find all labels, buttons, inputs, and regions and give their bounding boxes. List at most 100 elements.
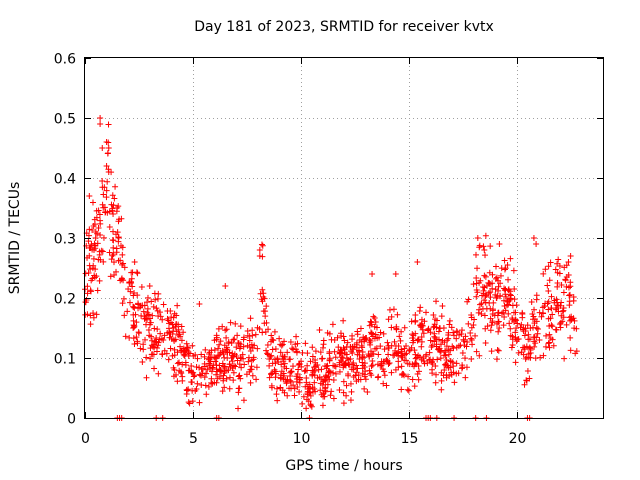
- data-point: [140, 341, 147, 348]
- data-point: [549, 311, 556, 318]
- data-point: [487, 289, 494, 296]
- data-point: [319, 402, 326, 409]
- data-point: [113, 231, 120, 238]
- data-point: [287, 338, 294, 345]
- data-point: [394, 311, 401, 318]
- data-point: [457, 342, 464, 349]
- data-point: [502, 265, 509, 272]
- data-point: [341, 346, 348, 353]
- data-point: [84, 311, 91, 318]
- data-point: [292, 341, 299, 348]
- data-point: [368, 363, 375, 370]
- data-point: [279, 341, 286, 348]
- data-point: [272, 374, 279, 381]
- data-point: [226, 385, 233, 392]
- data-point: [425, 326, 432, 333]
- data-point: [555, 308, 562, 315]
- data-point: [168, 314, 175, 321]
- data-point: [373, 324, 380, 331]
- data-point: [453, 328, 460, 335]
- data-point: [430, 356, 437, 363]
- data-point: [215, 345, 222, 352]
- data-point: [345, 372, 352, 379]
- data-point: [445, 331, 452, 338]
- data-point: [481, 272, 488, 279]
- data-point: [184, 344, 191, 351]
- data-point: [372, 345, 379, 352]
- data-point: [526, 336, 533, 343]
- data-point: [330, 362, 337, 369]
- data-point: [476, 244, 483, 251]
- data-point: [111, 271, 118, 278]
- data-point-peak: [369, 271, 376, 277]
- data-point: [322, 388, 329, 395]
- data-point: [154, 307, 161, 314]
- data-point: [453, 335, 460, 342]
- data-point: [398, 348, 405, 355]
- data-point: [330, 377, 337, 384]
- data-point: [332, 370, 339, 377]
- data-point: [247, 379, 254, 386]
- data-point: [412, 317, 419, 324]
- data-point: [190, 373, 197, 380]
- data-point: [398, 328, 405, 335]
- data-point-peak: [105, 145, 112, 151]
- data-point: [251, 342, 258, 349]
- data-point: [397, 337, 404, 344]
- data-point: [131, 322, 138, 329]
- data-point: [362, 376, 369, 383]
- data-point: [225, 367, 232, 374]
- data-point: [480, 290, 487, 297]
- data-point: [103, 187, 110, 194]
- data-point: [87, 288, 94, 295]
- data-point: [514, 320, 521, 327]
- data-point: [92, 228, 99, 235]
- data-point: [110, 251, 117, 258]
- data-point: [167, 307, 174, 314]
- data-point: [290, 382, 297, 389]
- data-point: [509, 302, 516, 309]
- data-point: [401, 324, 408, 331]
- data-point: [430, 311, 437, 318]
- data-point: [289, 345, 296, 352]
- data-point: [357, 325, 364, 332]
- data-point: [362, 368, 369, 375]
- data-point: [545, 340, 552, 347]
- data-point: [87, 321, 94, 328]
- data-point: [257, 290, 264, 297]
- y-tick-label: 0.2: [54, 292, 76, 308]
- data-point: [322, 363, 329, 370]
- data-point: [84, 254, 91, 261]
- data-point: [221, 354, 228, 361]
- data-point: [438, 386, 445, 393]
- data-point: [390, 306, 397, 313]
- data-point: [555, 302, 562, 309]
- data-point: [90, 255, 97, 262]
- data-point: [234, 332, 241, 339]
- data-point: [447, 357, 454, 364]
- data-point: [115, 257, 122, 264]
- data-point: [284, 349, 291, 356]
- data-point: [404, 360, 411, 367]
- data-point: [290, 363, 297, 370]
- data-point: [143, 354, 150, 361]
- data-point: [495, 328, 502, 335]
- data-point: [97, 232, 104, 239]
- data-point: [458, 331, 465, 338]
- data-point: [371, 335, 378, 342]
- data-point: [117, 277, 124, 284]
- data-point: [546, 277, 553, 284]
- data-point: [208, 375, 215, 382]
- data-point: [449, 343, 456, 350]
- data-point: [446, 373, 453, 380]
- data-point: [235, 373, 242, 380]
- data-point: [367, 370, 374, 377]
- data-point: [130, 335, 137, 342]
- data-point: [185, 352, 192, 359]
- data-point: [262, 313, 269, 320]
- data-point: [159, 316, 166, 323]
- data-point: [201, 374, 208, 381]
- data-point: [312, 348, 319, 355]
- data-point: [186, 400, 193, 407]
